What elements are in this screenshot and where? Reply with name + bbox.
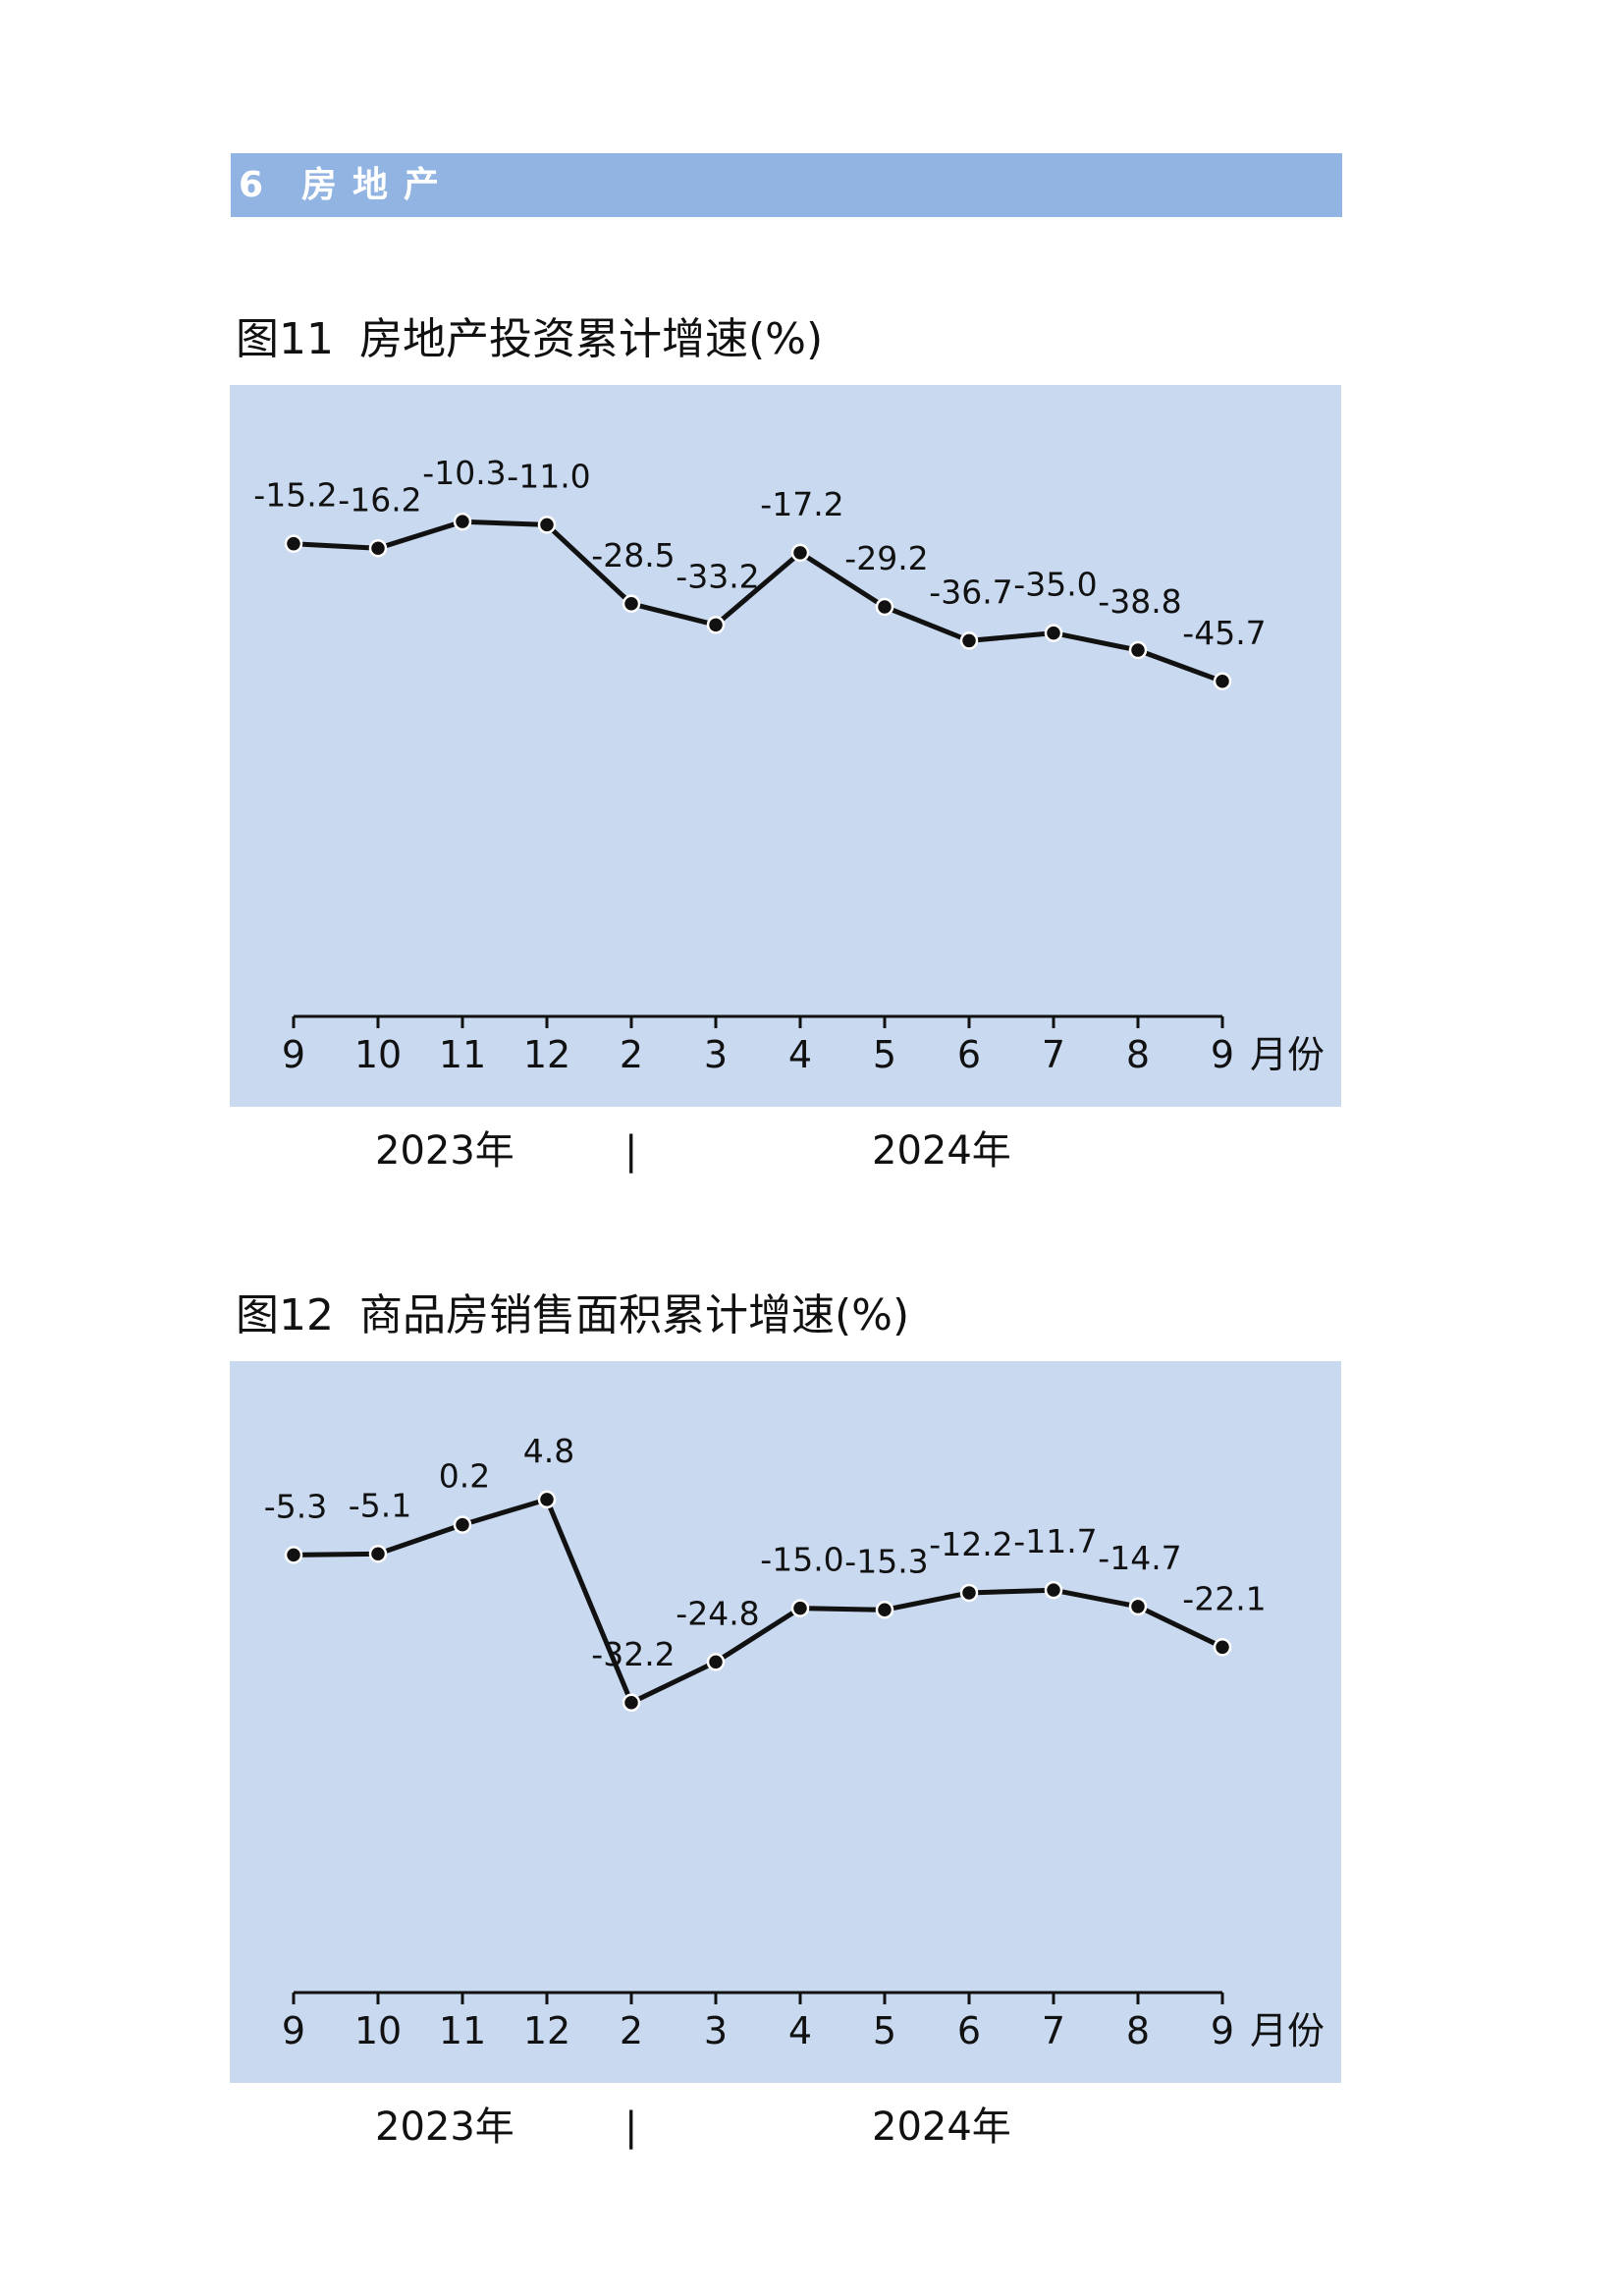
chart-2-data-label: -5.3 (264, 1487, 327, 1525)
chart-2-x-tick-label: 9 (282, 2009, 305, 2052)
chart-1-x-tick-label: 7 (1042, 1033, 1065, 1076)
chart-2-x-tick-label: 4 (788, 2009, 812, 2052)
chart-2-year-divider: | (624, 2105, 638, 2150)
chart-2-x-tick-label: 7 (1042, 2009, 1065, 2052)
chart-2-x-tick-label: 6 (957, 2009, 981, 2052)
chart-2-x-tick-label: 2 (620, 2009, 643, 2052)
chart-1-data-label: -45.7 (1182, 614, 1266, 652)
chart-1-title-text: 房地产投资累计增速(%) (359, 314, 824, 364)
chart-1-data-label: -36.7 (929, 573, 1012, 611)
chart-2-year-2024: 2024年 (872, 2105, 1011, 2150)
chart-1-data-point (875, 597, 894, 617)
chart-1-data-point (368, 539, 388, 558)
chart-2-data-point (537, 1490, 557, 1509)
chart-2-data-point (453, 1515, 472, 1534)
chart-1-x-tick-label: 10 (354, 1033, 402, 1076)
chart-2-year-2023: 2023年 (375, 2105, 514, 2150)
chart-1-data-label: -33.2 (676, 557, 759, 595)
chart-2-data-label: 0.2 (439, 1457, 490, 1496)
chart-1-svg: 9 10 11 12 2 3 4 5 6 7 8 9 月份 -15.2 -16.2-10.3 -11.0 -28… (253, 454, 1325, 1076)
chart-1-x-tick-label: 5 (873, 1033, 896, 1076)
chart-2-data-point (875, 1601, 894, 1619)
section-number: 6 (239, 165, 264, 205)
chart-2-data-label: -24.8 (676, 1594, 759, 1632)
chart-2-x-tick-label: 9 (1211, 2009, 1234, 2052)
chart-1-data-point (706, 616, 726, 634)
chart-1-x-tick-label: 6 (957, 1033, 981, 1076)
chart-2-data-label: -15.0 (760, 1541, 843, 1579)
chart-1-x-tick-label: 9 (282, 1033, 305, 1076)
chart-1-x-tick-label: 12 (523, 1033, 570, 1076)
chart-1-x-tick-label: 2 (620, 1033, 643, 1076)
chart-2-data-point (959, 1583, 979, 1603)
chart-2-title: 图12 商品房销售面积累计增速(%) (236, 1288, 909, 1343)
chart-2-year-row: 2023年 | 2024年 (230, 2098, 1341, 2157)
chart-1-data-label: -10.3 (422, 454, 506, 492)
chart-2-data-point (1213, 1638, 1232, 1657)
chart-2-data-point (284, 1546, 303, 1564)
chart-2-x-axis-label: 月份 (1250, 2009, 1325, 2052)
chart-1-data-point (959, 631, 979, 650)
chart-2-data-point (790, 1599, 810, 1617)
chart-1-panel: 9 10 11 12 2 3 4 5 6 7 8 9 月份 -15.2 -16.2 -10.3 -11.0 -28… (230, 385, 1341, 1107)
chart-1-year-2023: 2023年 (375, 1128, 514, 1174)
chart-1-title-number: 图11 (236, 314, 334, 364)
chart-1-x-tick-label: 4 (788, 1033, 812, 1076)
chart-1-x-axis-label: 月份 (1250, 1033, 1325, 1076)
chart-2-data-label: -22.1 (1182, 1579, 1266, 1617)
chart-2-x-tick-label: 11 (439, 2009, 486, 2052)
chart-1-data-label: -38.8 (1098, 582, 1181, 621)
chart-2-data-label: -15.3 (844, 1542, 928, 1580)
chart-2-series-line (291, 1497, 1225, 1706)
chart-1-data-point (453, 512, 472, 531)
chart-1-data-label: -17.2 (760, 485, 843, 523)
chart-1-data-label: -35.0 (1013, 566, 1097, 604)
chart-2-data-label: 4.8 (523, 1432, 574, 1470)
chart-2-data-point (1044, 1580, 1063, 1600)
chart-1-data-label: -11.0 (507, 457, 590, 495)
chart-2-x-tick-label: 5 (873, 2009, 896, 2052)
chart-2-data-point (368, 1545, 388, 1563)
section-title: 房地产 (301, 165, 456, 205)
section-header: 6 房地产 (231, 153, 1342, 217)
chart-2-data-label: -32.2 (591, 1635, 675, 1673)
chart-1-title: 图11 房地产投资累计增速(%) (236, 312, 823, 367)
chart-1-data-point (1128, 640, 1148, 660)
chart-1-x-tick-label: 9 (1211, 1033, 1234, 1076)
chart-2-title-text: 商品房销售面积累计增速(%) (359, 1290, 910, 1340)
chart-1-data-point (284, 534, 303, 553)
chart-1-year-divider: | (624, 1128, 638, 1174)
chart-2-title-number: 图12 (236, 1290, 334, 1340)
chart-1-data-point (622, 594, 641, 614)
chart-2-data-label: -14.7 (1098, 1539, 1181, 1577)
chart-2-data-point (706, 1653, 726, 1671)
chart-2-data-point (1128, 1597, 1148, 1616)
chart-2-x-tick-label: 8 (1126, 2009, 1150, 2052)
chart-1-x-tick-label: 11 (439, 1033, 486, 1076)
chart-1-data-point (1044, 624, 1063, 642)
chart-1-x-tick-label: 8 (1126, 1033, 1150, 1076)
chart-1-data-point (790, 543, 810, 563)
chart-1-data-label: -28.5 (591, 536, 675, 574)
chart-2-data-point (622, 1693, 641, 1713)
chart-1-x-tick-label: 3 (704, 1033, 728, 1076)
chart-1-year-2024: 2024年 (872, 1128, 1011, 1174)
chart-2-x-tick-label: 3 (704, 2009, 728, 2052)
chart-1-data-point (1213, 672, 1232, 691)
chart-1-data-label: -16.2 (338, 480, 421, 519)
chart-1-year-row: 2023年 | 2024年 (230, 1121, 1341, 1180)
chart-2-data-label: -12.2 (929, 1525, 1012, 1563)
chart-2-svg: 9 10 11 12 2 3 4 5 6 7 8 9 月份 -5.3 -5.1 0.2 4.8 -32.2-24.… (264, 1432, 1325, 2052)
chart-2-data-label: -11.7 (1013, 1522, 1097, 1560)
chart-2-panel: 9 10 11 12 2 3 4 5 6 7 8 9 月份 -5.3 -5.1 0.2 4.8 -32.2 -24.… (230, 1361, 1341, 2083)
chart-1-data-label: -15.2 (253, 476, 337, 515)
chart-2-x-tick-label: 12 (523, 2009, 570, 2052)
chart-2-data-label: -5.1 (349, 1486, 411, 1524)
chart-2-x-tick-label: 10 (354, 2009, 402, 2052)
chart-1-data-point (537, 516, 557, 534)
chart-1-series-line (291, 519, 1225, 684)
chart-1-data-label: -29.2 (844, 539, 928, 577)
